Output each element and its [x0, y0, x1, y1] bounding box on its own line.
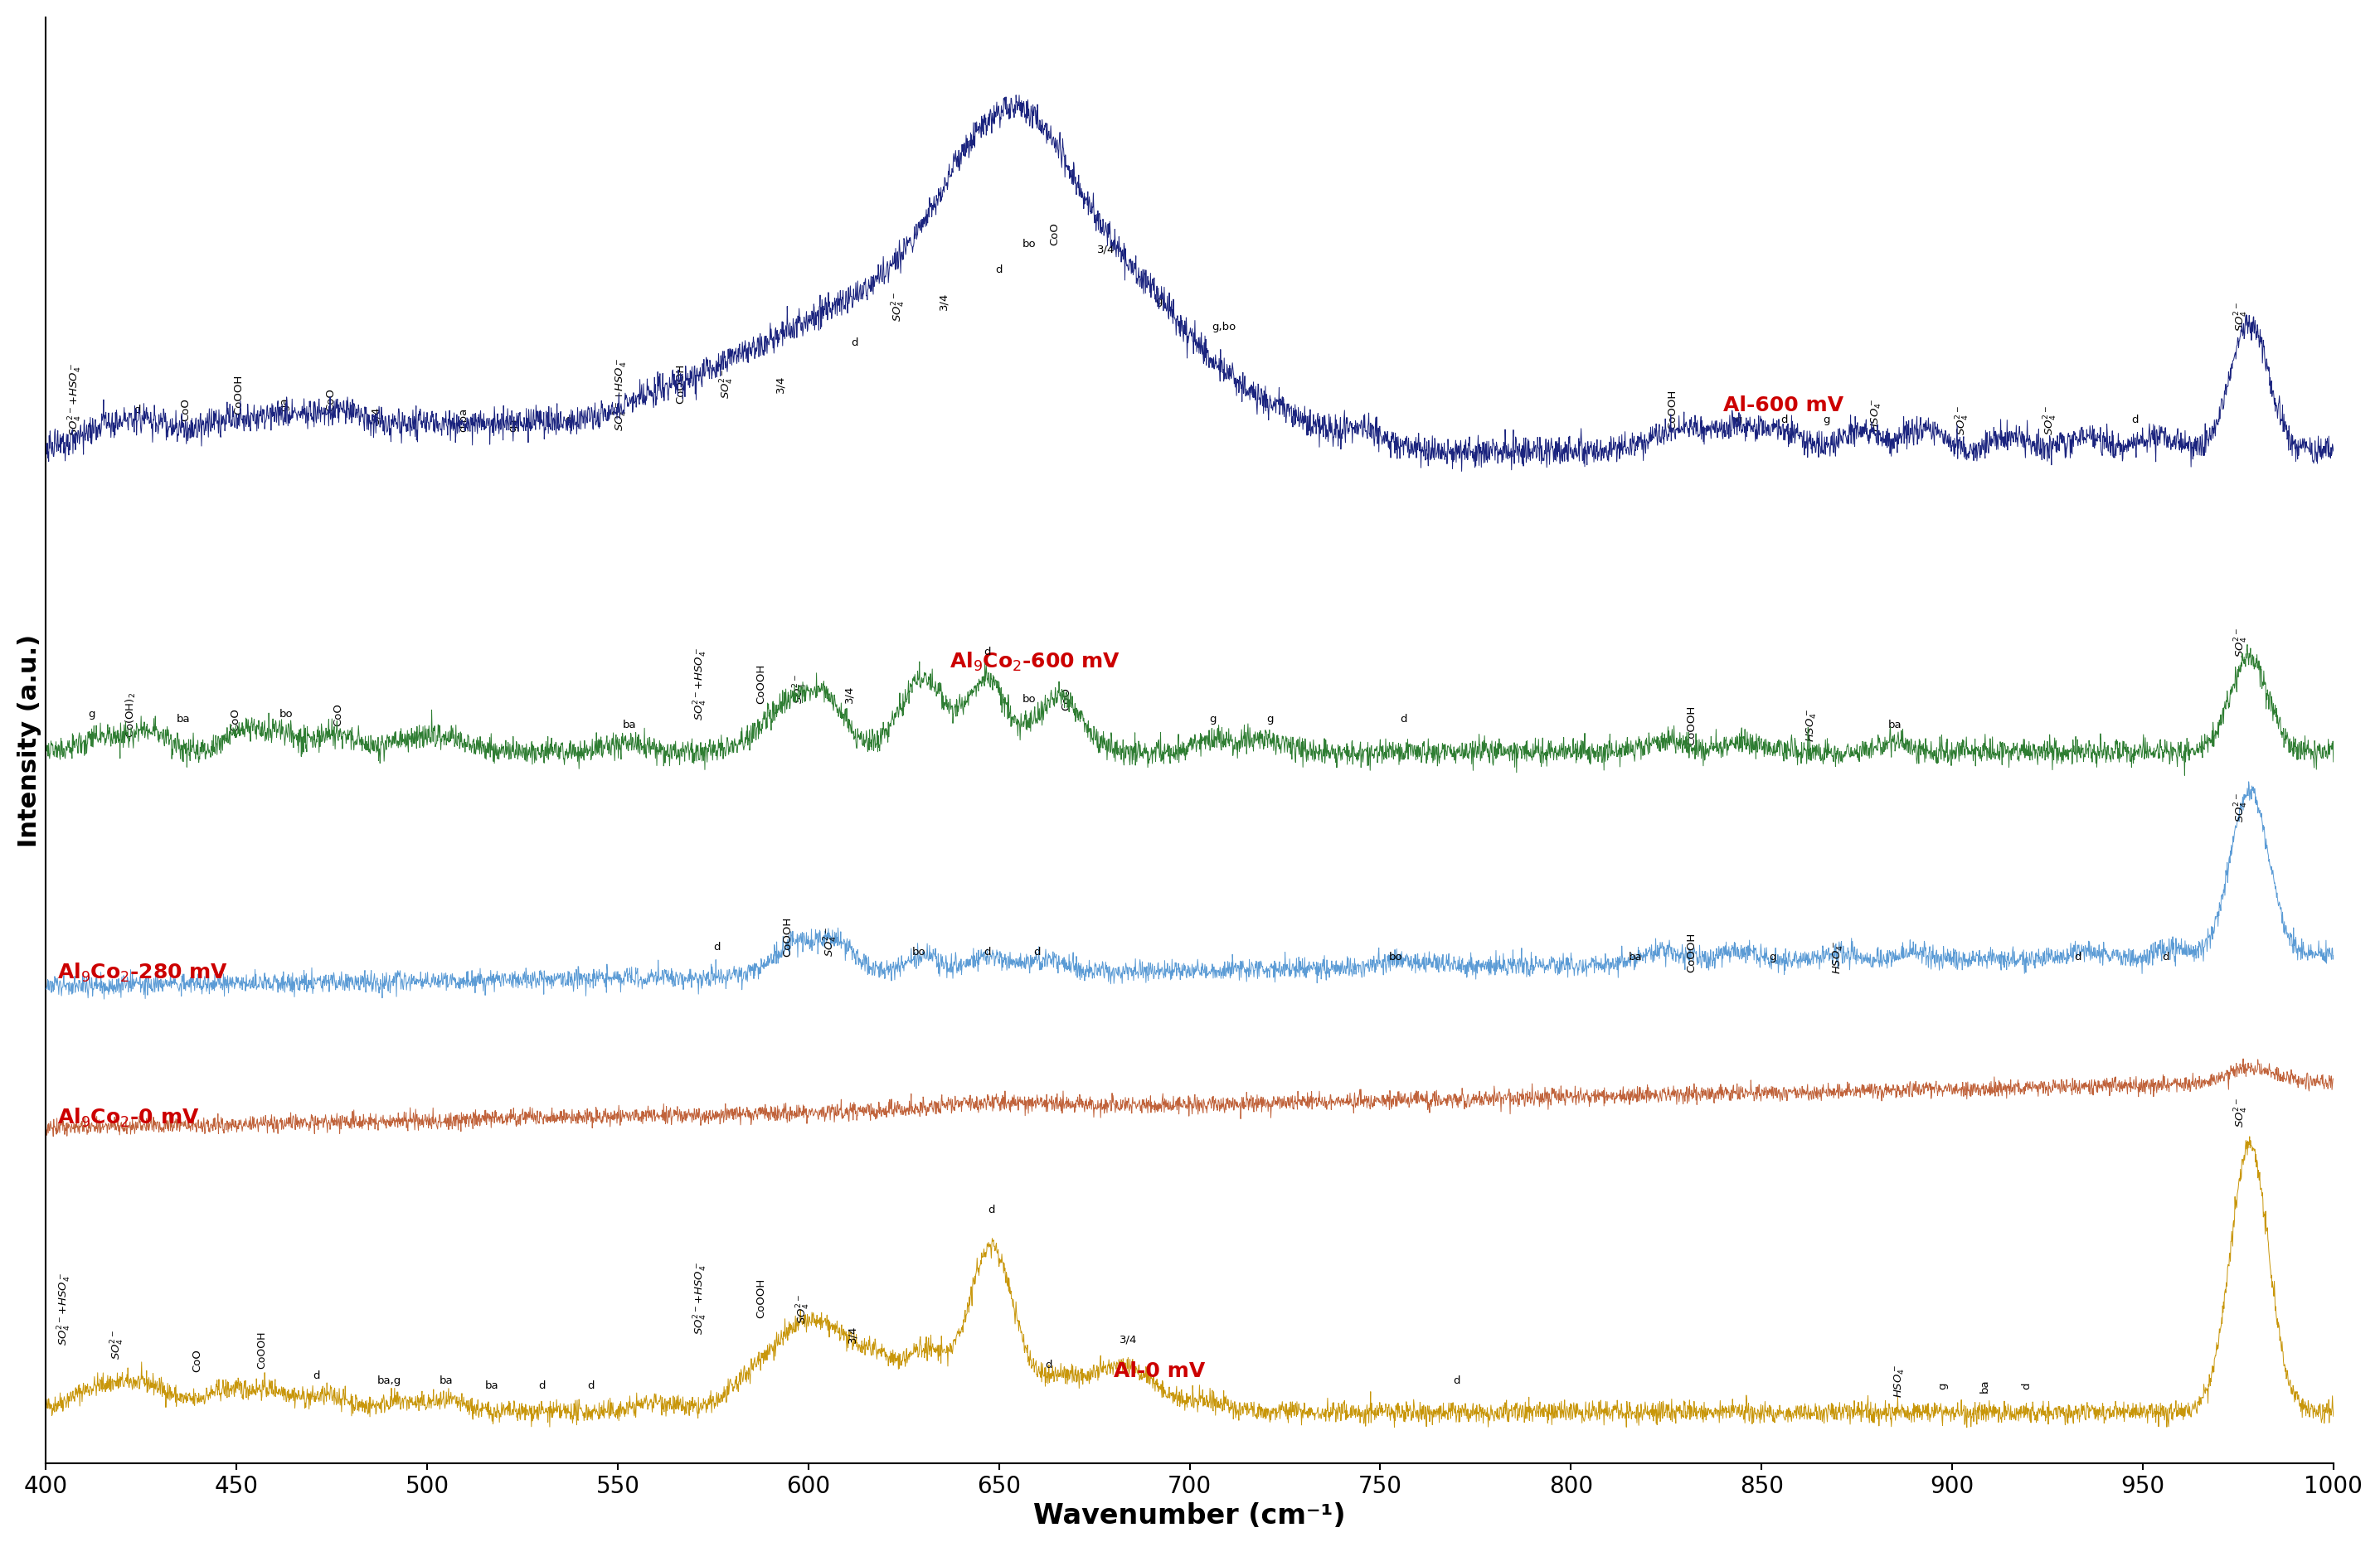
- Text: d: d: [850, 337, 857, 348]
- Text: ga: ga: [507, 418, 519, 432]
- Text: Al$_9$Co$_2$-600 mV: Al$_9$Co$_2$-600 mV: [950, 651, 1121, 673]
- Text: d: d: [2161, 951, 2168, 962]
- Text: ba: ba: [440, 1375, 452, 1386]
- Text: $SO_4^{2-}$$+$$HSO_4^-$: $SO_4^{2-}$$+$$HSO_4^-$: [57, 1272, 74, 1346]
- Text: d: d: [1780, 415, 1787, 425]
- Text: CoOOH: CoOOH: [257, 1330, 267, 1369]
- Text: CoOOH: CoOOH: [783, 917, 793, 956]
- Text: ga: ga: [278, 398, 290, 412]
- Text: g,bo: g,bo: [1211, 322, 1235, 333]
- Y-axis label: Intensity (a.u.): Intensity (a.u.): [17, 634, 40, 848]
- Text: CoO: CoO: [326, 388, 336, 412]
- Text: d: d: [1045, 1360, 1052, 1371]
- Text: $SO_4^{2-}$: $SO_4^{2-}$: [1954, 405, 1971, 435]
- Text: g: g: [88, 709, 95, 719]
- Text: $SO_4^{2-}$$+$$HSO_4^-$: $SO_4^{2-}$$+$$HSO_4^-$: [693, 1261, 709, 1335]
- Text: d: d: [983, 947, 990, 958]
- Text: CoO: CoO: [1050, 223, 1059, 246]
- Text: 3/4: 3/4: [1097, 244, 1114, 255]
- Text: 3/4: 3/4: [847, 1326, 857, 1343]
- Text: Co(OH)$_2$: Co(OH)$_2$: [124, 692, 138, 738]
- Text: 3/4: 3/4: [371, 407, 381, 424]
- Text: d: d: [2075, 951, 2082, 962]
- Text: bo: bo: [912, 947, 926, 958]
- Text: 3/4: 3/4: [843, 685, 854, 702]
- Text: $SO_4^{2-}$$+$$HSO_4^-$: $SO_4^{2-}$$+$$HSO_4^-$: [67, 362, 83, 436]
- Text: g: g: [1209, 715, 1216, 726]
- Text: ba: ba: [486, 1380, 500, 1391]
- Text: 3/4: 3/4: [1119, 1334, 1138, 1344]
- Text: $SO_4^{2-}$$+$$HSO_4^-$: $SO_4^{2-}$$+$$HSO_4^-$: [693, 647, 709, 721]
- Text: g,ba: g,ba: [459, 408, 469, 432]
- Text: d: d: [2021, 1383, 2033, 1389]
- Text: g: g: [1266, 715, 1273, 726]
- X-axis label: Wavenumber (cm⁻¹): Wavenumber (cm⁻¹): [1033, 1502, 1345, 1530]
- Text: $HSO_4^-$: $HSO_4^-$: [1804, 709, 1818, 741]
- Text: bo: bo: [1023, 693, 1035, 704]
- Text: d: d: [564, 415, 571, 425]
- Text: $SO_4^{2-}$$+$$HSO_4^-$: $SO_4^{2-}$$+$$HSO_4^-$: [612, 357, 628, 432]
- Text: Al-0 mV: Al-0 mV: [1114, 1361, 1204, 1381]
- Text: CoOOH: CoOOH: [233, 374, 245, 415]
- Text: CoOOH: CoOOH: [1685, 933, 1697, 972]
- Text: $SO_4^{2-}$: $SO_4^{2-}$: [2232, 1097, 2249, 1128]
- Text: ba: ba: [1980, 1380, 1990, 1392]
- Text: $SO_4^{2-}$: $SO_4^{2-}$: [2042, 405, 2059, 435]
- Text: g: g: [1157, 295, 1164, 306]
- Text: d: d: [314, 1371, 321, 1381]
- Text: ba: ba: [621, 719, 635, 730]
- Text: Al-600 mV: Al-600 mV: [1723, 394, 1844, 415]
- Text: $HSO_4^-$: $HSO_4^-$: [1892, 1364, 1906, 1397]
- Text: Al$_9$Co$_2$-280 mV: Al$_9$Co$_2$-280 mV: [57, 962, 228, 984]
- Text: CoO: CoO: [190, 1349, 202, 1372]
- Text: ba: ba: [1628, 951, 1642, 962]
- Text: CoO: CoO: [1061, 687, 1071, 710]
- Text: $SO_4^{2-}$: $SO_4^{2-}$: [793, 674, 809, 704]
- Text: d: d: [133, 404, 140, 415]
- Text: d: d: [1033, 947, 1040, 958]
- Text: d: d: [1399, 715, 1407, 726]
- Text: $SO_4^{2-}$: $SO_4^{2-}$: [2232, 792, 2249, 823]
- Text: g: g: [1823, 415, 1830, 425]
- Text: CoOOH: CoOOH: [1685, 705, 1697, 746]
- Text: g: g: [1937, 1383, 1949, 1389]
- Text: d: d: [1452, 1375, 1459, 1386]
- Text: d: d: [2132, 415, 2140, 425]
- Text: 3/4: 3/4: [776, 376, 785, 393]
- Text: ba,g: ba,g: [376, 1375, 402, 1386]
- Text: d: d: [988, 1205, 995, 1216]
- Text: d: d: [588, 1380, 595, 1391]
- Text: $SO_4^{2-}$: $SO_4^{2-}$: [109, 1330, 126, 1360]
- Text: $SO_4^{2-}$: $SO_4^{2-}$: [2232, 627, 2249, 657]
- Text: d: d: [538, 1380, 545, 1391]
- Text: $SO_4^{2-}$: $SO_4^{2-}$: [719, 370, 735, 399]
- Text: $HSO_4^-$: $HSO_4^-$: [1833, 941, 1844, 975]
- Text: $SO_4^{2-}$: $SO_4^{2-}$: [890, 291, 907, 322]
- Text: bo: bo: [1023, 238, 1035, 249]
- Text: $SO_4^{2-}$: $SO_4^{2-}$: [2232, 302, 2249, 333]
- Text: CoOOH: CoOOH: [676, 364, 685, 404]
- Text: ba: ba: [1887, 719, 1902, 730]
- Text: d: d: [995, 265, 1002, 275]
- Text: $HSO_4^-$: $HSO_4^-$: [1871, 398, 1883, 432]
- Text: CoO: CoO: [228, 709, 240, 732]
- Text: bo: bo: [278, 709, 293, 719]
- Text: CoOOH: CoOOH: [757, 664, 766, 704]
- Text: g: g: [1768, 951, 1775, 962]
- Text: CoO: CoO: [333, 702, 343, 726]
- Text: d: d: [714, 942, 721, 953]
- Text: g: g: [1735, 415, 1742, 425]
- Text: 3/4: 3/4: [938, 292, 950, 311]
- Text: Al$_9$Co$_2$-0 mV: Al$_9$Co$_2$-0 mV: [57, 1106, 200, 1129]
- Text: CoOOH: CoOOH: [1666, 390, 1678, 430]
- Text: bo: bo: [1388, 951, 1402, 962]
- Text: CoOOH: CoOOH: [757, 1278, 766, 1318]
- Text: d: d: [983, 647, 990, 657]
- Text: $SO_4^{2-}$: $SO_4^{2-}$: [795, 1293, 812, 1324]
- Text: $SO_4^{2-}$: $SO_4^{2-}$: [821, 927, 838, 958]
- Text: ba: ba: [176, 715, 190, 726]
- Text: CoO: CoO: [181, 398, 190, 421]
